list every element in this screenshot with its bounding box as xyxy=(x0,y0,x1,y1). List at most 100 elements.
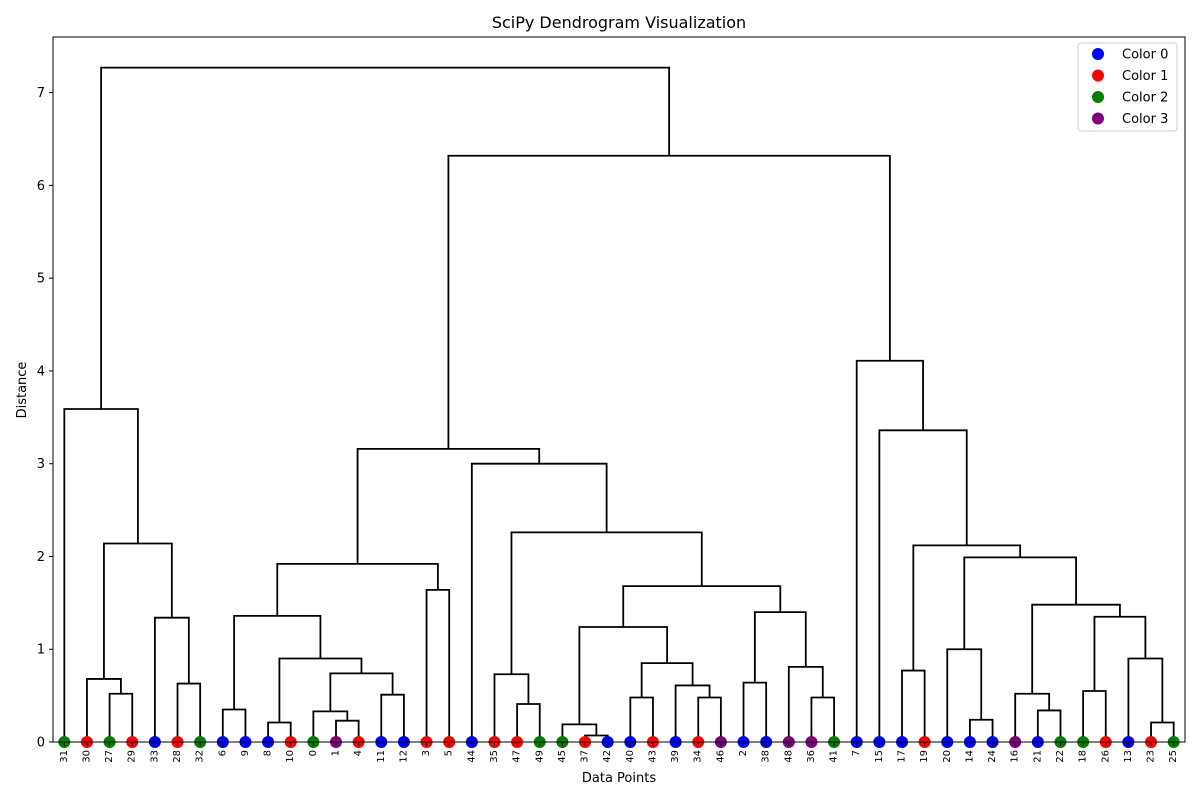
merge-link xyxy=(103,542,173,679)
merge-link xyxy=(697,696,722,742)
x-axis-label: Data Points xyxy=(582,771,656,786)
x-tick-label: 41 xyxy=(829,750,840,763)
legend: Color 0 Color 1 Color 2 Color 3 xyxy=(1077,42,1178,132)
x-tick-label: 34 xyxy=(693,750,704,763)
x-tick-label: 31 xyxy=(59,750,70,763)
merge-link xyxy=(516,703,541,742)
x-tick-label: 27 xyxy=(104,750,115,763)
merge-link xyxy=(1093,615,1147,691)
merge-link xyxy=(912,544,1022,671)
y-tick-label: 2 xyxy=(37,550,45,565)
legend-marker xyxy=(1092,112,1104,125)
x-tick-label: 9 xyxy=(240,750,251,756)
x-tick-label: 5 xyxy=(444,750,455,756)
merge-link xyxy=(153,616,190,742)
merge-link xyxy=(1150,721,1175,742)
merge-link xyxy=(878,429,968,742)
merge-link xyxy=(108,692,134,742)
y-tick-label: 1 xyxy=(37,643,45,658)
merge-link xyxy=(1014,692,1051,742)
x-tick-label: 12 xyxy=(398,750,409,763)
merge-link xyxy=(640,662,694,698)
legend-label: Color 0 xyxy=(1122,48,1168,63)
merge-link xyxy=(63,408,139,742)
merge-link xyxy=(470,462,608,742)
x-tick-label: 1 xyxy=(331,750,342,756)
merge-link xyxy=(278,657,363,723)
merge-link xyxy=(674,684,711,742)
x-tick-label: 20 xyxy=(942,750,953,763)
x-tick-label: 13 xyxy=(1123,750,1134,763)
x-tick-label: 28 xyxy=(172,750,183,763)
x-tick-label: 15 xyxy=(874,750,885,763)
x-tick-label: 4 xyxy=(353,750,364,756)
x-tick-label: 46 xyxy=(715,750,726,763)
y-tick-label: 6 xyxy=(37,179,45,194)
merge-link xyxy=(742,681,768,742)
merge-link xyxy=(329,672,394,712)
legend-label: Color 1 xyxy=(1122,69,1168,84)
y-axis: 0 1 2 3 4 5 6 7 xyxy=(37,86,53,751)
merge-link xyxy=(969,718,994,742)
x-tick-label: 8 xyxy=(263,750,274,756)
merge-link xyxy=(753,611,807,683)
merge-link xyxy=(510,531,703,675)
x-tick-label: 21 xyxy=(1032,750,1043,763)
legend-box xyxy=(1077,42,1178,132)
merge-link xyxy=(447,154,891,449)
x-tick-label: 48 xyxy=(783,750,794,763)
merge-link xyxy=(267,721,292,742)
x-tick-label: 30 xyxy=(81,750,92,763)
merge-link xyxy=(622,585,782,627)
x-tick-label: 22 xyxy=(1055,750,1066,763)
x-tick-label: 36 xyxy=(806,750,817,763)
x-tick-label: 35 xyxy=(489,750,500,763)
x-tick-label: 0 xyxy=(308,750,319,756)
plot-frame xyxy=(52,36,1186,743)
merge-link xyxy=(312,710,349,742)
merge-link xyxy=(493,673,530,742)
x-tick-label: 25 xyxy=(1168,750,1179,763)
x-tick-label: 40 xyxy=(625,750,636,763)
x-tick-label: 7 xyxy=(851,750,862,756)
merge-link xyxy=(176,682,202,742)
chart-title: SciPy Dendrogram Visualization xyxy=(492,13,746,32)
merge-link xyxy=(86,678,122,742)
merge-link xyxy=(233,614,322,710)
x-tick-label: 29 xyxy=(127,750,138,763)
merge-link xyxy=(1036,709,1062,742)
merge-link xyxy=(380,693,405,742)
merge-link xyxy=(100,66,671,409)
legend-label: Color 3 xyxy=(1122,112,1168,127)
merge-link xyxy=(578,626,669,725)
x-tick-label: 6 xyxy=(217,750,228,756)
legend-label: Color 2 xyxy=(1122,91,1168,106)
merge-link xyxy=(1127,657,1164,742)
merge-link xyxy=(629,696,654,742)
merge-link xyxy=(425,588,451,742)
merge-link xyxy=(1082,690,1107,742)
x-tick-label: 14 xyxy=(964,750,975,763)
x-axis: 31 30 27 29 33 28 32 6 9 8 10 0 1 4 11 12 3 5 44 35 47 49 45 37… xyxy=(59,742,1179,763)
x-tick-label: 44 xyxy=(466,750,477,763)
merge-link xyxy=(221,708,247,742)
x-tick-label: 17 xyxy=(897,750,908,763)
x-tick-label: 10 xyxy=(285,750,296,763)
merge-link xyxy=(1031,603,1121,694)
x-tick-label: 3 xyxy=(421,750,432,756)
x-tick-label: 23 xyxy=(1146,750,1157,763)
y-tick-label: 3 xyxy=(37,457,45,472)
x-tick-label: 2 xyxy=(738,750,749,756)
merge-link xyxy=(901,669,926,742)
x-tick-label: 49 xyxy=(534,750,545,763)
x-tick-label: 39 xyxy=(670,750,681,763)
legend-marker xyxy=(1092,48,1104,60)
x-tick-label: 43 xyxy=(647,750,658,763)
merge-link xyxy=(946,648,983,742)
x-tick-label: 42 xyxy=(602,750,613,763)
legend-marker xyxy=(1092,91,1104,103)
x-tick-label: 38 xyxy=(761,750,772,763)
x-tick-label: 18 xyxy=(1078,750,1089,763)
